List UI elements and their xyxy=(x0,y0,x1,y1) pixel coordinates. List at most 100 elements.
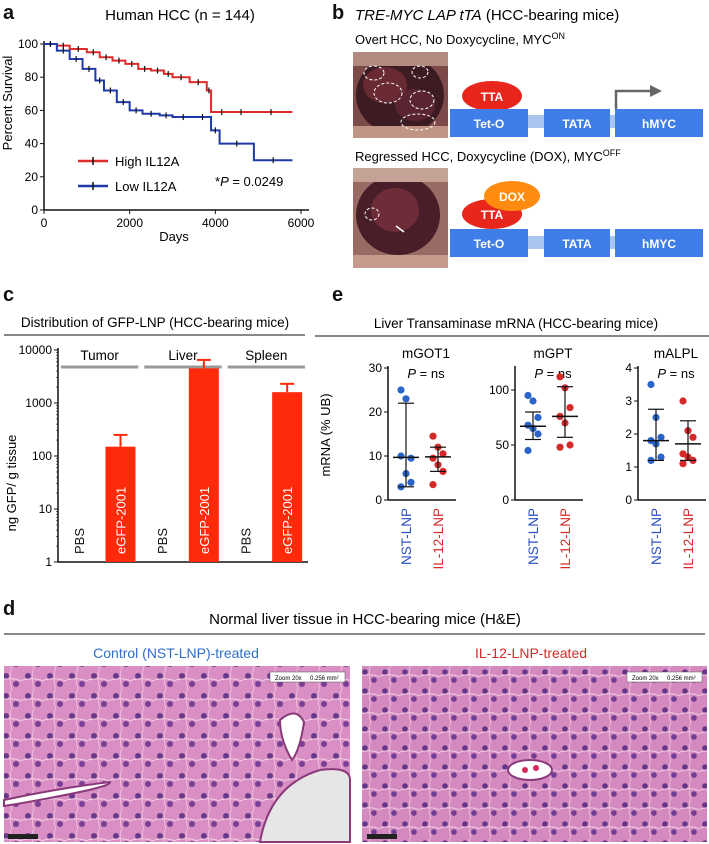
scatter-ytick-label: 0 xyxy=(375,493,382,507)
scatter-ytick-label: 2 xyxy=(625,427,632,441)
tta-label-1: TTA xyxy=(481,90,504,104)
dox-label: DOX xyxy=(499,190,525,204)
scatter-ytick-label: 0 xyxy=(625,493,632,507)
data-point xyxy=(407,454,415,462)
panel-a-axes: 0 2000 4000 6000 0 20 40 60 80 100 xyxy=(18,37,315,230)
category-label-nst-lnp: NST-LNP xyxy=(399,508,414,565)
panel-a-ytick-label: 80 xyxy=(25,70,39,84)
category-label-nst-lnp: NST-LNP xyxy=(526,508,541,565)
panel-a-xtick-label: 2000 xyxy=(116,216,143,230)
data-point xyxy=(429,432,437,440)
panel-a-ytick-label: 40 xyxy=(25,137,39,151)
hmyc-label-1: hMYC xyxy=(642,117,676,131)
overt-construct: TTA Tet-O TATA hMYC xyxy=(450,81,703,137)
scatter-ytick-label: 4 xyxy=(625,361,632,375)
group-label-liver: Liver xyxy=(168,348,198,363)
scatter-ytick-label: 100 xyxy=(489,383,509,397)
category-label-il-12-lnp: IL-12-LNP xyxy=(558,508,573,570)
panel-a-ytick-label: 0 xyxy=(31,203,38,217)
panel-c-ylabel: ng GFP/ g tissue xyxy=(4,435,19,532)
regressed-caption: Regressed HCC, Doxycycline (DOX), MYCOFF xyxy=(355,148,621,164)
control-tissue-image: Zoom 20x 0.256 mm² xyxy=(3,666,351,843)
panel-a-xtick-label: 6000 xyxy=(288,216,315,230)
bar-label-pbs: PBS xyxy=(72,528,87,554)
panel-a-survival-chart: Human HCC (n = 144) Percent Survival Day… xyxy=(0,7,315,244)
panel-e-title: Liver Transaminase mRNA (HCC-bearing mic… xyxy=(374,316,658,331)
panel-e-label: e xyxy=(332,284,344,306)
panel-c-ytick-label: 1 xyxy=(45,555,52,569)
bar-label-pbs: PBS xyxy=(155,528,170,554)
scatter-mgpt: mGPT P = ns 0 50 100 NST-LNP IL-12-LNP xyxy=(489,346,583,570)
data-point xyxy=(429,481,437,489)
category-label-il-12-lnp: IL-12-LNP xyxy=(431,508,446,570)
survival-line-high xyxy=(44,43,293,114)
panel-c-bar-chart: Distribution of GFP-LNP (HCC-bearing mic… xyxy=(4,315,308,569)
tata-label-1: TATA xyxy=(562,117,592,131)
data-point xyxy=(429,454,437,462)
category-label-il-12-lnp: IL-12-LNP xyxy=(681,508,696,570)
data-point xyxy=(679,460,687,468)
panel-c-title: Distribution of GFP-LNP (HCC-bearing mic… xyxy=(21,315,289,330)
panel-b-label: b xyxy=(332,2,345,24)
panel-a-label: a xyxy=(3,2,15,24)
data-point xyxy=(439,450,447,458)
scatter-pvalue: P = ns xyxy=(534,366,572,381)
data-point xyxy=(524,446,532,455)
legend-high-label: High IL12A xyxy=(115,154,180,169)
scatter-ytick-label: 10 xyxy=(369,449,383,463)
scatter-ytick-label: 3 xyxy=(625,394,632,408)
panel-c-ytick-label: 10 xyxy=(39,502,53,516)
scatter-ytick-label: 1 xyxy=(625,460,632,474)
panel-a-xtick-label: 4000 xyxy=(202,216,229,230)
data-point xyxy=(657,453,665,461)
il12-zoom-label: Zoom 20x xyxy=(632,676,659,682)
data-point xyxy=(407,478,415,486)
tta-label-2: TTA xyxy=(481,208,504,222)
control-caption: Control (NST-LNP)-treated xyxy=(93,645,259,661)
il12-tissue-image: Zoom 20x 0.256 mm² xyxy=(362,666,707,842)
scatter-ytick-label: 20 xyxy=(369,405,383,419)
panel-a-ytick-label: 20 xyxy=(25,170,39,184)
bar-egfp-2001 xyxy=(188,368,219,562)
panel-b-schematic: TRE-MYC LAP tTA (HCC-bearing mice) Overt… xyxy=(353,7,703,268)
hmyc-label-2: hMYC xyxy=(642,237,676,251)
panel-a-xlabel: Days xyxy=(159,229,189,244)
data-point xyxy=(402,395,410,403)
panel-c-ytick-label: 100 xyxy=(32,449,52,463)
panel-a-series xyxy=(44,41,293,164)
panel-e-ylabel: mRNA (% UB) xyxy=(318,393,333,476)
scatter-mgot1: mGOT1 P = ns 0 10 20 30 NST-LNP IL-12-LNP xyxy=(369,346,456,570)
panel-b-title: TRE-MYC LAP tTA (HCC-bearing mice) xyxy=(355,7,619,24)
category-label-nst-lnp: NST-LNP xyxy=(649,508,664,565)
data-point xyxy=(556,373,564,381)
control-zoom-label: Zoom 20x xyxy=(275,676,302,682)
scatter-malpl: mALPL P = ns 0 1 2 3 4 NST-LNP IL-12-LNP xyxy=(625,346,706,570)
panel-a-xtick-label: 0 xyxy=(41,216,48,230)
bar-label-pbs: PBS xyxy=(239,528,254,554)
dox-molecule xyxy=(484,181,540,211)
panel-a-ytick-label: 60 xyxy=(25,103,39,117)
control-area-label: 0.256 mm² xyxy=(310,676,339,682)
scatter-title: mALPL xyxy=(654,346,699,361)
scatter-ytick-label: 0 xyxy=(502,493,509,507)
teto-label-2: Tet-O xyxy=(474,237,504,251)
panel-c-ytick-label: 1000 xyxy=(25,396,52,410)
panel-d-title: Normal liver tissue in HCC-bearing mice … xyxy=(209,611,521,628)
panel-e-scatter-charts: Liver Transaminase mRNA (HCC-bearing mic… xyxy=(315,316,709,570)
data-point xyxy=(397,452,405,460)
group-label-spleen: Spleen xyxy=(245,348,287,363)
scatter-title: mGPT xyxy=(534,346,573,361)
panel-a-pvalue: *P = 0.0249 xyxy=(215,174,283,189)
overt-caption: Overt HCC, No Doxycycline, MYCON xyxy=(355,31,565,47)
data-point xyxy=(534,413,542,422)
il12-area-label: 0.256 mm² xyxy=(667,676,696,682)
il12-caption: IL-12-LNP-treated xyxy=(475,645,587,661)
panel-a-ylabel: Percent Survival xyxy=(0,56,15,151)
teto-label-1: Tet-O xyxy=(474,117,504,131)
regressed-construct: TTA DOX Tet-O TATA hMYC xyxy=(450,181,703,257)
panel-a-legend: High IL12A Low IL12A xyxy=(78,154,180,194)
bar-egfp-2001 xyxy=(105,446,136,562)
scatter-pvalue: P = ns xyxy=(657,366,695,381)
panel-a-ytick-label: 100 xyxy=(18,37,38,51)
